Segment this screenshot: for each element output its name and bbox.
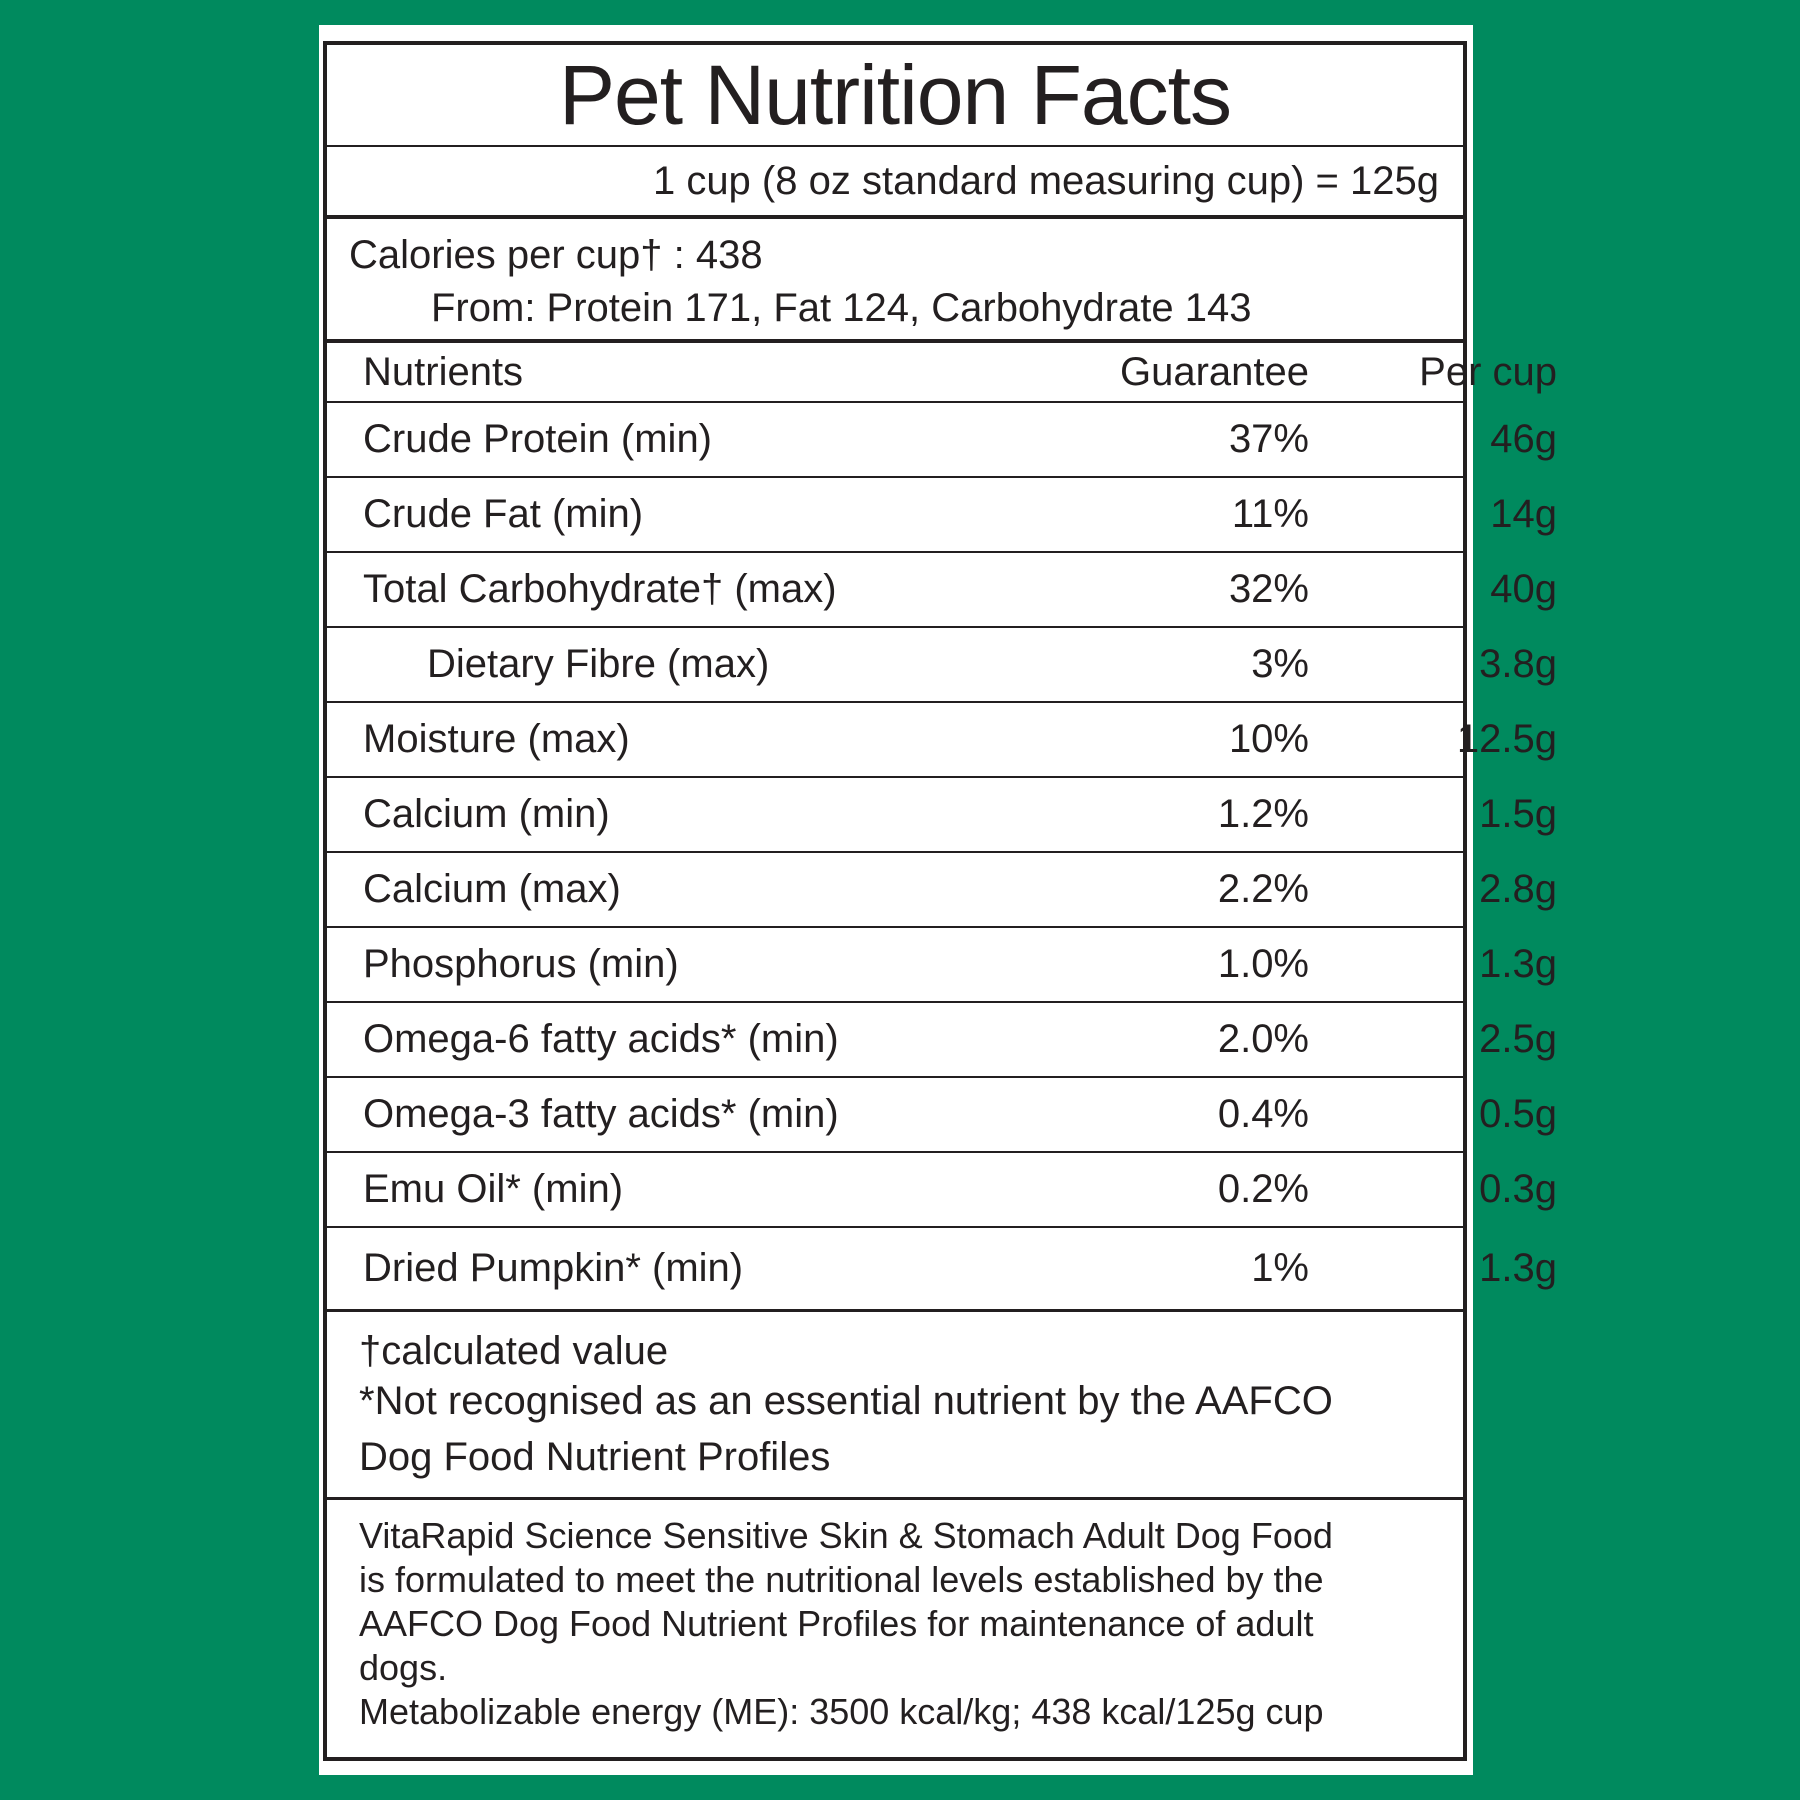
footnote-calculated: †calculated value	[359, 1329, 669, 1373]
nutrient-per-cup: 1.3g	[1479, 942, 1557, 986]
table-row: Crude Fat (min) 11% 14g	[327, 478, 1557, 553]
header-guarantee: Guarantee	[1119, 349, 1309, 394]
calories-per-cup: Calories per cup† : 438	[349, 233, 763, 277]
table-row: Calcium (min) 1.2% 1.5g	[327, 778, 1557, 853]
footnote-not-essential: *Not recognised as an essential nutrient…	[359, 1379, 1333, 1423]
nutrient-per-cup: 1.3g	[1479, 1246, 1557, 1290]
nutrient-guarantee: 37%	[1228, 417, 1309, 461]
table-row: Omega-6 fatty acids* (min) 2.0% 2.5g	[327, 1003, 1557, 1078]
nutrient-per-cup: 40g	[1490, 567, 1557, 611]
nutrient-per-cup: 14g	[1490, 492, 1557, 536]
calories-breakdown: From: Protein 171, Fat 124, Carbohydrate…	[431, 286, 1252, 330]
statement-line: is formulated to meet the nutritional le…	[359, 1559, 1324, 1600]
nutrient-name: Emu Oil* (min)	[363, 1167, 624, 1211]
nutrient-guarantee: 0.4%	[1217, 1092, 1309, 1136]
footnotes: †calculated value *Not recognised as an …	[327, 1312, 1463, 1500]
nutrient-per-cup: 12.5g	[1456, 717, 1557, 761]
nutrient-per-cup: 2.5g	[1479, 1017, 1557, 1061]
aafco-statement: VitaRapid Science Sensitive Skin & Stoma…	[327, 1500, 1463, 1734]
nutrient-guarantee: 1.2%	[1217, 792, 1309, 836]
nutrient-name: Crude Protein (min)	[363, 417, 713, 461]
table-row: Dried Pumpkin* (min) 1% 1.3g	[327, 1228, 1557, 1312]
nutrient-guarantee: 1.0%	[1217, 942, 1309, 986]
table-row: Emu Oil* (min) 0.2% 0.3g	[327, 1153, 1557, 1228]
table-row: Crude Protein (min) 37% 46g	[327, 403, 1557, 478]
nutrient-name: Crude Fat (min)	[363, 492, 644, 536]
footnote-not-essential-cont: Dog Food Nutrient Profiles	[359, 1435, 831, 1479]
header-nutrients: Nutrients	[363, 349, 524, 394]
serving-size: 1 cup (8 oz standard measuring cup) = 12…	[327, 147, 1463, 219]
nutrient-name: Moisture (max)	[363, 717, 630, 761]
statement-line: dogs.	[359, 1647, 448, 1688]
nutrient-guarantee: 2.2%	[1217, 867, 1309, 911]
table-row: Dietary Fibre (max) 3% 3.8g	[327, 628, 1557, 703]
table-row: Phosphorus (min) 1.0% 1.3g	[327, 928, 1557, 1003]
nutrient-guarantee: 1%	[1251, 1246, 1309, 1290]
nutrient-per-cup: 46g	[1490, 417, 1557, 461]
nutrition-label-card: Pet Nutrition Facts 1 cup (8 oz standard…	[319, 25, 1557, 1775]
metabolizable-energy: Metabolizable energy (ME): 3500 kcal/kg;…	[359, 1691, 1324, 1732]
nutrient-name: Omega-3 fatty acids* (min)	[363, 1092, 839, 1136]
nutrient-per-cup: 0.3g	[1479, 1167, 1557, 1211]
statement-line: AAFCO Dog Food Nutrient Profiles for mai…	[359, 1603, 1314, 1644]
nutrient-guarantee: 2.0%	[1217, 1017, 1309, 1061]
nutrient-per-cup: 1.5g	[1479, 792, 1557, 836]
nutrient-guarantee: 0.2%	[1217, 1167, 1309, 1211]
label-title: Pet Nutrition Facts	[327, 45, 1463, 147]
nutrient-per-cup: 2.8g	[1479, 867, 1557, 911]
nutrient-name: Dietary Fibre (max)	[427, 642, 770, 686]
table-row: Total Carbohydrate† (max) 32% 40g	[327, 553, 1557, 628]
nutrient-guarantee: 3%	[1251, 642, 1309, 686]
nutrient-guarantee: 11%	[1231, 492, 1309, 536]
nutrient-per-cup: 3.8g	[1479, 642, 1557, 686]
nutrient-name: Omega-6 fatty acids* (min)	[363, 1017, 839, 1061]
header-per-cup: Per cup	[1419, 349, 1557, 394]
table-row: Omega-3 fatty acids* (min) 0.4% 0.5g	[327, 1078, 1557, 1153]
nutrient-per-cup: 0.5g	[1479, 1092, 1557, 1136]
nutrient-guarantee: 10%	[1228, 717, 1309, 761]
nutrient-name: Dried Pumpkin* (min)	[363, 1246, 744, 1290]
statement-line: VitaRapid Science Sensitive Skin & Stoma…	[359, 1515, 1333, 1556]
nutrient-name: Phosphorus (min)	[363, 942, 679, 986]
table-row: Moisture (max) 10% 12.5g	[327, 703, 1557, 778]
nutrient-name: Total Carbohydrate† (max)	[363, 567, 837, 611]
calories-section: Calories per cup† : 438 From: Protein 17…	[327, 219, 1463, 343]
nutrient-name: Calcium (max)	[363, 867, 621, 911]
nutrition-facts-panel: Pet Nutrition Facts 1 cup (8 oz standard…	[323, 41, 1557, 1761]
table-header: Nutrients Guarantee Per cup	[327, 343, 1557, 403]
nutrient-name: Calcium (min)	[363, 792, 610, 836]
nutrient-guarantee: 32%	[1228, 567, 1309, 611]
table-row: Calcium (max) 2.2% 2.8g	[327, 853, 1557, 928]
